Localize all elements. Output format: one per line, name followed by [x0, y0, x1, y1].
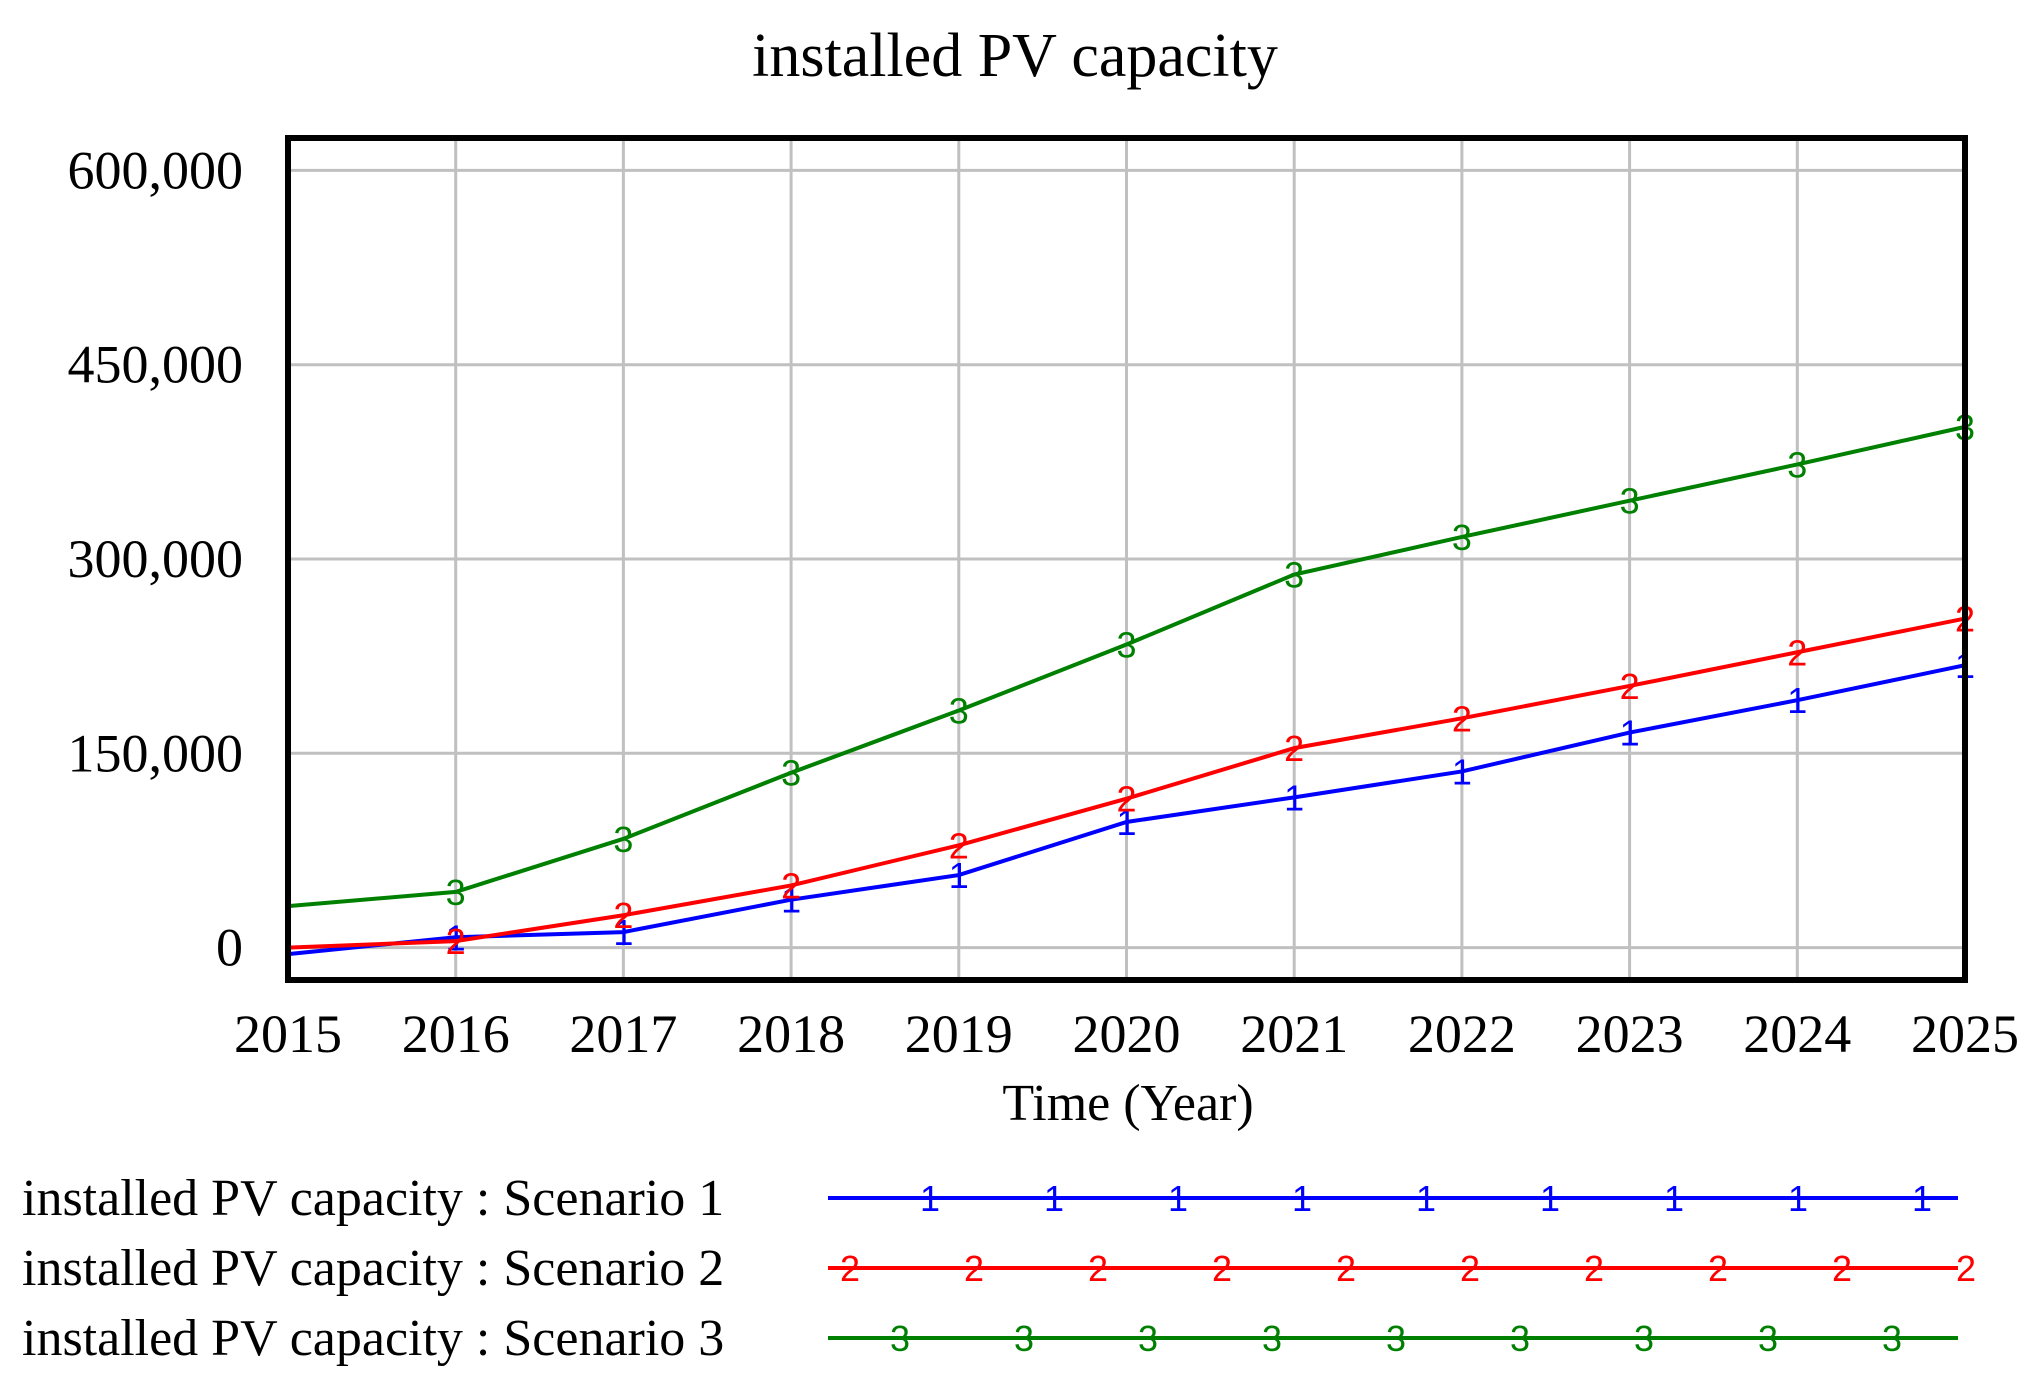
- legend-marker-scenario-2: 2: [1956, 1248, 1976, 1289]
- legend-marker-scenario-1: 1: [1540, 1178, 1560, 1219]
- y-tick-label: 0: [216, 918, 243, 978]
- y-tick-label: 450,000: [68, 335, 244, 395]
- legend: installed PV capacity : Scenario 1 1 1 1 1 1 1…: [22, 1170, 1976, 1367]
- chart-title: installed PV capacity: [752, 22, 1278, 90]
- x-axis-label: Time (Year): [1002, 1075, 1253, 1132]
- legend-marker-scenario-3: 3: [1758, 1318, 1778, 1359]
- x-tick-label: 2023: [1576, 1004, 1684, 1064]
- legend-marker-scenario-2: 2: [964, 1248, 984, 1289]
- legend-marker-scenario-3: 3: [1386, 1318, 1406, 1359]
- legend-marker-scenario-3: 3: [1882, 1318, 1902, 1359]
- series-1-point: 1: [1284, 777, 1304, 818]
- series-1-line: [287, 663, 1966, 957]
- series-3-point: 3: [1452, 517, 1472, 558]
- x-tick-label: 2022: [1408, 1004, 1516, 1064]
- series-3-point: 3: [1116, 624, 1136, 665]
- legend-marker-scenario-3: 3: [890, 1318, 910, 1359]
- legend-marker-scenario-3: 3: [1634, 1318, 1654, 1359]
- legend-marker-scenario-2: 2: [840, 1248, 860, 1289]
- legend-marker-scenario-2: 2: [1460, 1248, 1480, 1289]
- series-1-point: 1: [1116, 802, 1136, 843]
- legend-marker-scenario-2: 2: [1336, 1248, 1356, 1289]
- x-tick-label: 2017: [569, 1004, 677, 1064]
- series-2-point: 2: [1787, 632, 1807, 673]
- legend-marker-scenario-2: 2: [1212, 1248, 1232, 1289]
- x-tick-label: 2021: [1240, 1004, 1348, 1064]
- legend-marker-scenario-2: 2: [1832, 1248, 1852, 1289]
- series-3-point: 3: [1787, 444, 1807, 485]
- series-1-point: 1: [1620, 713, 1640, 754]
- series-3-point: 3: [1620, 481, 1640, 522]
- series-2-point: 2: [1284, 728, 1304, 769]
- y-tick-label: 150,000: [68, 723, 244, 783]
- legend-label-scenario-1: installed PV capacity : Scenario 1: [22, 1170, 724, 1227]
- legend-marker-scenario-2: 2: [1584, 1248, 1604, 1289]
- y-axis-tick-labels: 0 150,000 300,000 450,000 600,000: [68, 140, 244, 977]
- y-tick-label: 600,000: [68, 140, 244, 200]
- x-tick-label: 2025: [1911, 1004, 2019, 1064]
- legend-marker-scenario-3: 3: [1510, 1318, 1530, 1359]
- legend-marker-scenario-1: 1: [1912, 1178, 1932, 1219]
- series-1-point: 1: [446, 917, 466, 958]
- legend-marker-scenario-3: 3: [1014, 1318, 1034, 1359]
- legend-marker-scenario-1: 1: [920, 1178, 940, 1219]
- legend-marker-scenario-1: 1: [1044, 1178, 1064, 1219]
- legend-label-scenario-3: installed PV capacity : Scenario 3: [22, 1310, 724, 1367]
- legend-marker-scenario-1: 1: [1168, 1178, 1188, 1219]
- series-3-line: [287, 424, 1966, 909]
- series-1-point: 1: [613, 912, 633, 953]
- series-2-point: 2: [781, 865, 801, 906]
- series-3-point: 3: [613, 819, 633, 860]
- x-axis-tick-labels: 2015 2016 2017 2018 2019 2020 2021 2022 2023 2024…: [234, 1004, 2019, 1064]
- series-2-point: 2: [446, 921, 466, 962]
- series-2-line: [287, 616, 1966, 950]
- series-1-point: 1: [949, 855, 969, 896]
- series-3-point: 3: [781, 753, 801, 794]
- gridlines: [288, 138, 1965, 980]
- series-2-point: 2: [1116, 779, 1136, 820]
- series-3-point: 3: [446, 872, 466, 913]
- series-1-point: 1: [1787, 680, 1807, 721]
- series-1-point: 1: [781, 880, 801, 921]
- series-1-point: 1: [1452, 751, 1472, 792]
- legend-marker-scenario-1: 1: [1292, 1178, 1312, 1219]
- x-tick-label: 2018: [737, 1004, 845, 1064]
- legend-marker-scenario-2: 2: [1088, 1248, 1108, 1289]
- series-3-point: 3: [949, 691, 969, 732]
- plot-area-frame: [285, 135, 1968, 983]
- legend-marker-scenario-3: 3: [1138, 1318, 1158, 1359]
- x-tick-label: 2015: [234, 1004, 342, 1064]
- x-tick-label: 2016: [402, 1004, 510, 1064]
- series-2-point: 2: [1452, 698, 1472, 739]
- series-3-point: 3: [1284, 555, 1304, 596]
- legend-label-scenario-2: installed PV capacity : Scenario 2: [22, 1240, 724, 1297]
- x-tick-label: 2019: [905, 1004, 1013, 1064]
- series-2-point: 2: [949, 825, 969, 866]
- legend-marker-scenario-2: 2: [1708, 1248, 1728, 1289]
- legend-marker-scenario-1: 1: [1788, 1178, 1808, 1219]
- series-2-point: 2: [1620, 666, 1640, 707]
- legend-marker-scenario-1: 1: [1664, 1178, 1684, 1219]
- x-tick-label: 2024: [1743, 1004, 1851, 1064]
- x-tick-label: 2020: [1073, 1004, 1181, 1064]
- y-tick-label: 300,000: [68, 529, 244, 589]
- series-2-point: 2: [613, 895, 633, 936]
- legend-marker-scenario-1: 1: [1416, 1178, 1436, 1219]
- legend-marker-scenario-3: 3: [1262, 1318, 1282, 1359]
